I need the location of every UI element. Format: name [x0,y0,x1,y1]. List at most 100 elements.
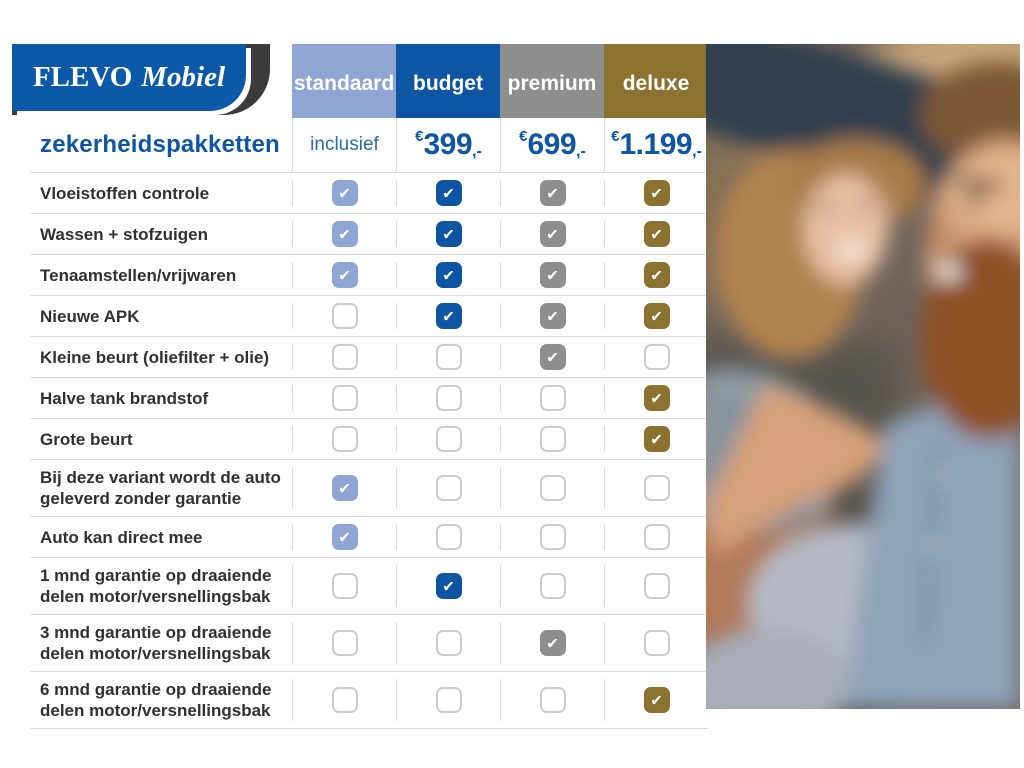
logo-text-secondary: Mobiel [141,61,226,93]
unchecked-checkbox[interactable] [331,630,358,656]
checked-checkbox[interactable]: ✔ [643,180,670,206]
checked-checkbox[interactable]: ✔ [539,303,566,329]
feature-cell-premium [500,385,604,411]
checked-checkbox[interactable]: ✔ [539,221,566,247]
couple-in-car-photo [706,44,1020,709]
check-icon: ✔ [650,389,663,407]
feature-cell-premium: ✔ [500,622,604,664]
unchecked-checkbox[interactable] [435,385,462,411]
feature-cell-deluxe: ✔ [604,221,708,247]
price-suffix: ,- [472,143,482,160]
unchecked-checkbox[interactable] [331,426,358,452]
unchecked-checkbox[interactable] [435,687,462,713]
checked-checkbox[interactable]: ✔ [331,475,358,501]
check-icon: ✔ [546,225,559,243]
price-amount: 699 [527,128,577,161]
check-icon: ✔ [650,430,663,448]
price-amount: 399 [423,128,473,161]
feature-label: Vloeistoffen controle [40,183,210,203]
check-icon: ✔ [546,348,559,366]
feature-cell-premium [500,467,604,509]
unchecked-checkbox[interactable] [539,475,566,501]
unchecked-checkbox[interactable] [331,303,358,329]
feature-label: 6 mnd garantie op draaiende delen motor/… [40,680,272,720]
feature-cell-budget: ✔ [396,303,500,329]
feature-cell-standaard: ✔ [292,524,396,550]
checked-checkbox[interactable]: ✔ [539,262,566,288]
unchecked-checkbox[interactable] [643,475,670,501]
unchecked-checkbox[interactable] [435,426,462,452]
package-header-premium: premium [500,44,604,118]
check-icon: ✔ [338,225,351,243]
feature-cell-deluxe [604,565,708,607]
feature-label: Wassen + stofzuigen [40,224,208,244]
checked-checkbox[interactable]: ✔ [643,687,670,713]
feature-cell-standaard: ✔ [292,221,396,247]
checked-checkbox[interactable]: ✔ [643,303,670,329]
price-row: inclusief €399 ,- €699 ,- €1.199 ,- [292,118,708,172]
unchecked-checkbox[interactable] [539,524,566,550]
logo-text-primary: FLEVO [32,61,133,93]
checked-checkbox[interactable]: ✔ [435,303,462,329]
unchecked-checkbox[interactable] [643,630,670,656]
checked-checkbox[interactable]: ✔ [643,385,670,411]
feature-row: Bij deze variant wordt de auto geleverd … [30,459,708,516]
checked-checkbox[interactable]: ✔ [331,262,358,288]
feature-label: Kleine beurt (oliefilter + olie) [40,347,270,367]
checked-checkbox[interactable]: ✔ [331,524,358,550]
unchecked-checkbox[interactable] [331,573,358,599]
unchecked-checkbox[interactable] [435,630,462,656]
checked-checkbox[interactable]: ✔ [643,426,670,452]
unchecked-checkbox[interactable] [643,573,670,599]
check-icon: ✔ [546,634,559,652]
price-budget: €399 ,- [396,118,500,172]
checked-checkbox[interactable]: ✔ [435,573,462,599]
unchecked-checkbox[interactable] [539,385,566,411]
unchecked-checkbox[interactable] [331,344,358,370]
check-icon: ✔ [338,266,351,284]
checked-checkbox[interactable]: ✔ [435,180,462,206]
unchecked-checkbox[interactable] [331,687,358,713]
check-icon: ✔ [546,266,559,284]
feature-cell-premium: ✔ [500,262,604,288]
feature-cell-deluxe: ✔ [604,180,708,206]
checked-checkbox[interactable]: ✔ [435,221,462,247]
feature-cell-standaard [292,385,396,411]
check-icon: ✔ [442,307,455,325]
package-header-budget: budget [396,44,500,118]
checked-checkbox[interactable]: ✔ [331,180,358,206]
checked-checkbox[interactable]: ✔ [539,180,566,206]
check-icon: ✔ [338,479,351,497]
checked-checkbox[interactable]: ✔ [539,630,566,656]
unchecked-checkbox[interactable] [435,344,462,370]
checked-checkbox[interactable]: ✔ [643,262,670,288]
feature-cell-standaard [292,426,396,452]
checked-checkbox[interactable]: ✔ [435,262,462,288]
feature-row: Grote beurt ✔ [30,418,708,459]
checked-checkbox[interactable]: ✔ [331,221,358,247]
feature-cell-deluxe [604,622,708,664]
logo-plate [12,44,246,111]
feature-cell-standaard [292,679,396,721]
unchecked-checkbox[interactable] [643,344,670,370]
checked-checkbox[interactable]: ✔ [643,221,670,247]
feature-cell-budget [396,426,500,452]
price-amount: 1.199 [619,128,693,161]
unchecked-checkbox[interactable] [643,524,670,550]
feature-cell-deluxe [604,344,708,370]
man-figure [846,62,1020,709]
feature-cell-premium: ✔ [500,221,604,247]
unchecked-checkbox[interactable] [539,573,566,599]
unchecked-checkbox[interactable] [435,524,462,550]
check-icon: ✔ [442,266,455,284]
feature-cell-budget: ✔ [396,262,500,288]
check-icon: ✔ [650,184,663,202]
unchecked-checkbox[interactable] [435,475,462,501]
unchecked-checkbox[interactable] [539,687,566,713]
unchecked-checkbox[interactable] [539,426,566,452]
unchecked-checkbox[interactable] [331,385,358,411]
feature-label: Nieuwe APK [40,306,140,326]
photo-illustration [706,44,1020,709]
feature-cell-standaard [292,622,396,664]
checked-checkbox[interactable]: ✔ [539,344,566,370]
